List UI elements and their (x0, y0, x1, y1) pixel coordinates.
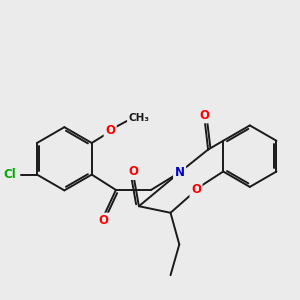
Text: Cl: Cl (3, 168, 16, 181)
Text: N: N (175, 166, 184, 179)
Text: O: O (200, 109, 210, 122)
Text: O: O (99, 214, 109, 227)
Text: O: O (105, 124, 115, 137)
Text: CH₃: CH₃ (128, 112, 149, 122)
Text: O: O (129, 166, 139, 178)
Text: O: O (191, 184, 201, 196)
